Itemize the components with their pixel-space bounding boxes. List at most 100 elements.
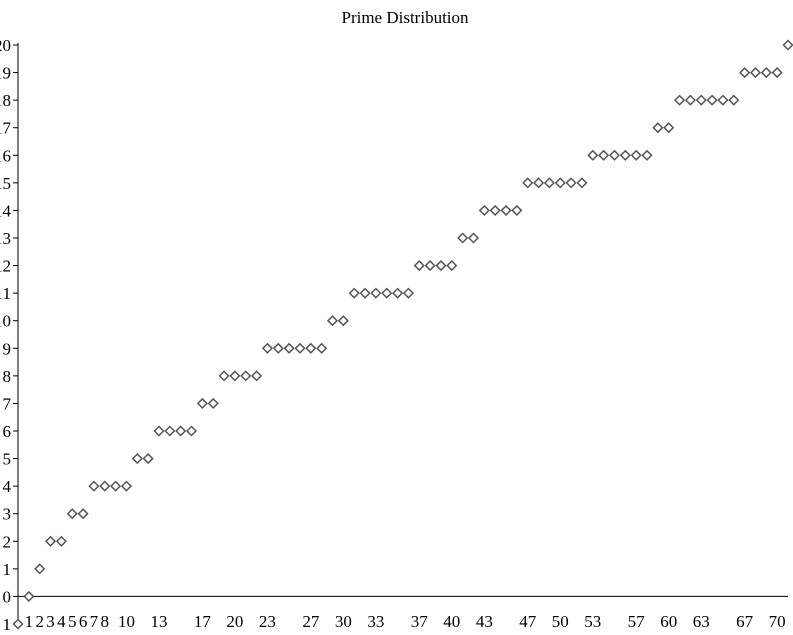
y-tick-label: 20 [0, 36, 11, 55]
data-point [131, 453, 143, 465]
y-tick-label: 18 [0, 91, 11, 110]
data-point [164, 425, 176, 437]
data-point [23, 590, 35, 602]
x-tick-label: 33 [367, 612, 384, 631]
y-tick-label: 17 [0, 119, 12, 138]
data-point [543, 177, 555, 189]
y-tick-label: 13 [0, 229, 11, 248]
data-point [337, 315, 349, 327]
data-point [782, 39, 793, 51]
y-tick-label: 2 [3, 532, 12, 551]
y-tick-label: 15 [0, 174, 11, 193]
data-point [316, 342, 328, 354]
y-tick-label: - 1 [0, 615, 11, 634]
y-tick-label: 7 [3, 394, 12, 413]
data-point [695, 94, 707, 106]
data-point [413, 260, 425, 272]
data-point [294, 342, 306, 354]
x-tick-label: 57 [628, 612, 646, 631]
x-tick-label: 1 [25, 612, 34, 631]
data-point [153, 425, 165, 437]
data-point [370, 287, 382, 299]
data-point [34, 563, 46, 575]
y-tick-label: 8 [3, 367, 12, 386]
y-tick-label: 0 [3, 587, 12, 606]
data-point [533, 177, 545, 189]
data-point [760, 67, 772, 79]
data-point [771, 67, 783, 79]
data-point [251, 370, 263, 382]
x-tick-label: 53 [584, 612, 601, 631]
y-tick-label: 6 [3, 422, 12, 441]
data-point [565, 177, 577, 189]
y-tick-label: 14 [0, 201, 12, 220]
y-tick-label: 19 [0, 64, 11, 83]
data-point [608, 149, 621, 161]
y-tick-label: 3 [3, 505, 12, 524]
x-tick-label: 43 [476, 612, 493, 631]
x-tick-label: 2 [35, 612, 44, 631]
x-tick-label: 17 [194, 612, 212, 631]
data-point [619, 149, 631, 161]
y-tick-label: 4 [3, 477, 12, 496]
chart-title: Prime Distribution [341, 8, 469, 27]
data-point [587, 149, 599, 161]
data-point [728, 94, 740, 106]
x-tick-label: 27 [302, 612, 320, 631]
x-tick-label: 20 [226, 612, 243, 631]
data-point [44, 535, 57, 547]
data-point [717, 94, 729, 106]
data-point [673, 94, 686, 106]
data-point [663, 122, 675, 134]
data-point [261, 342, 273, 354]
x-tick-label: 67 [736, 612, 754, 631]
y-tick-label: 1 [3, 560, 12, 579]
data-point [641, 149, 653, 161]
x-tick-label: 7 [90, 612, 99, 631]
data-point [185, 425, 198, 437]
data-point [175, 425, 187, 437]
data-point [652, 122, 664, 134]
data-point [739, 67, 751, 79]
data-point [522, 177, 534, 189]
x-tick-label: 4 [57, 612, 66, 631]
x-tick-label: 3 [46, 612, 55, 631]
data-point [392, 287, 404, 299]
x-axis: 1 2 3 4 5 6 7 8 10 13 17 20 23 27 30 33 37 40 43 47 50 53 57 60… [18, 595, 788, 631]
y-tick-label: 12 [0, 257, 11, 276]
data-point [142, 453, 154, 465]
data-point [402, 287, 414, 299]
data-point [684, 94, 696, 106]
x-tick-label: 13 [150, 612, 167, 631]
data-point [326, 315, 339, 327]
data-point [576, 177, 588, 189]
data-point [66, 508, 78, 520]
data-point [88, 480, 100, 492]
x-tick-label: 40 [443, 612, 460, 631]
data-point [554, 177, 566, 189]
y-tick-label: 11 [0, 284, 11, 303]
data-point [478, 204, 490, 216]
y-tick-label: 9 [3, 339, 12, 358]
x-tick-label: 63 [693, 612, 710, 631]
data-point [240, 370, 252, 382]
data-point [12, 618, 24, 630]
y-axis: - 101234567891011121314151617181920 [0, 36, 19, 634]
data-point [272, 342, 284, 354]
data-point [229, 370, 241, 382]
data-point [706, 94, 718, 106]
x-tick-label: 30 [335, 612, 352, 631]
data-point [120, 480, 133, 492]
data-point [381, 287, 393, 299]
x-tick-label: 10 [118, 612, 135, 631]
x-tick-label: 23 [259, 612, 276, 631]
x-tick-label: 70 [769, 612, 786, 631]
data-point [110, 480, 122, 492]
data-point [359, 287, 371, 299]
data-point [500, 204, 512, 216]
data-point [511, 204, 523, 216]
data-point [630, 149, 642, 161]
data-point [218, 370, 230, 382]
x-tick-label: 60 [660, 612, 677, 631]
